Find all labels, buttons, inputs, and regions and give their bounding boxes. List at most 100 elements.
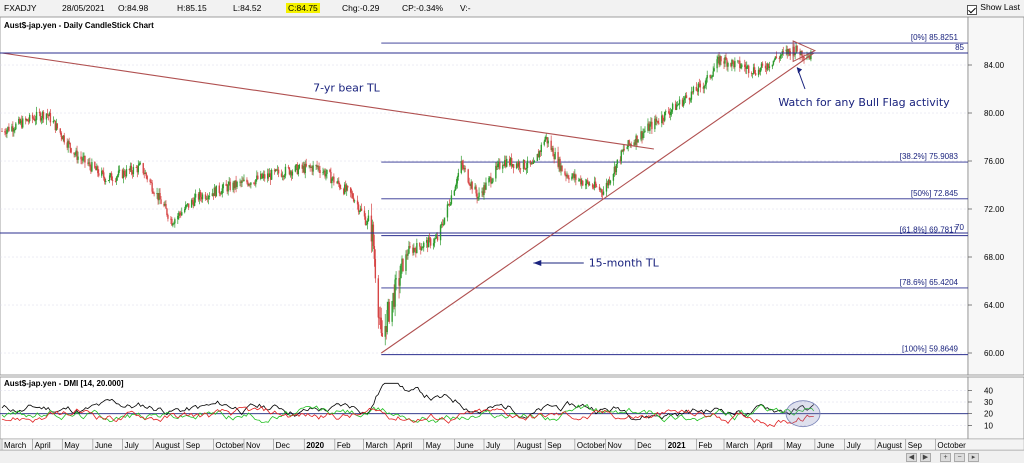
candle-body	[192, 201, 195, 206]
candle-body	[502, 165, 504, 169]
candle-body	[744, 64, 746, 67]
candle-body	[76, 150, 78, 160]
price-gridlines	[0, 64, 968, 354]
candle-body	[167, 215, 169, 219]
price-panel-title: Aust$-jap.yen - Daily CandleStick Chart	[4, 21, 154, 30]
zoom-in-icon[interactable]: +	[940, 453, 951, 462]
candle-body	[312, 165, 314, 172]
candle-body	[227, 184, 229, 192]
candle-body	[748, 65, 750, 74]
candle-body	[636, 135, 638, 143]
candle-body	[565, 174, 567, 177]
candle-body	[27, 121, 30, 122]
candle-body	[150, 181, 152, 183]
candle-body	[524, 168, 527, 170]
candle-body	[682, 100, 685, 106]
x-tick-label: October	[577, 441, 606, 450]
candle-body	[277, 169, 280, 174]
candle-body	[803, 57, 805, 59]
fib-label: [0%] 85.8251	[911, 33, 959, 42]
candle-body	[629, 143, 631, 145]
candle-body	[128, 169, 131, 171]
candle-body	[137, 165, 140, 173]
level-label: 85	[955, 43, 964, 52]
candle-body	[730, 63, 732, 67]
candle-body	[746, 66, 748, 69]
candle-body	[358, 211, 361, 212]
dmi-highlight-circle	[785, 400, 821, 428]
candle-body	[326, 169, 328, 174]
candle-body	[40, 118, 43, 121]
candle-body	[552, 148, 554, 157]
candle-body	[467, 169, 469, 183]
candle-body	[628, 140, 630, 145]
candle-body	[476, 193, 478, 199]
candle-body	[63, 135, 65, 143]
candle-body	[157, 193, 159, 201]
candle-body	[747, 65, 749, 67]
candle-body	[787, 48, 789, 55]
candle-body	[546, 137, 548, 144]
candle-body	[581, 180, 583, 185]
x-tick-label: May	[64, 441, 79, 450]
candle-body	[344, 184, 346, 194]
arrow-left-icon[interactable]: ◀	[906, 453, 917, 462]
candle-body	[115, 177, 118, 182]
candle-body	[558, 158, 560, 167]
candle-body	[287, 166, 290, 168]
quote-header-bar: FXADJY 28/05/2021 O:84.98 H:85.15 L:84.5…	[0, 0, 1024, 17]
candle-body	[712, 71, 714, 77]
x-tick-label: May	[786, 441, 801, 450]
candle-body	[95, 167, 97, 171]
candle-body	[761, 63, 764, 66]
candle-body	[449, 203, 452, 206]
candle-body	[34, 119, 37, 121]
chart-scrollbar[interactable]: ◀ ▶ + − ▸	[0, 450, 1024, 463]
x-tick-label: August	[155, 441, 181, 450]
candle-body	[775, 56, 778, 58]
candle-body	[105, 180, 107, 182]
arrow-head-icon	[797, 67, 803, 74]
candle-body	[588, 184, 591, 186]
candle-body	[263, 174, 265, 177]
candle-body	[595, 186, 598, 188]
candle-body	[616, 159, 619, 165]
candle-body	[283, 175, 286, 178]
scroll-right-icon[interactable]: ▸	[968, 453, 979, 462]
candle-body	[181, 212, 183, 216]
x-axis-months: March April May June July August Sep October Nov…	[1, 439, 966, 450]
candle-body	[25, 119, 28, 121]
arrow-right-icon[interactable]: ▶	[920, 453, 931, 462]
candle-body	[388, 301, 390, 322]
candle-body	[644, 130, 646, 132]
checkbox-icon[interactable]	[967, 5, 978, 15]
low-value: L:84.52	[233, 3, 262, 13]
candle-body	[144, 172, 146, 174]
candle-body	[170, 218, 172, 220]
candle-body	[751, 73, 754, 75]
candle-body	[82, 157, 84, 161]
candle-body	[564, 171, 566, 175]
candle-body	[612, 173, 615, 181]
candle-body	[529, 160, 532, 165]
fibonacci-levels: [0%] 85.8251 [38.2%] 75.9083 [50%] 72.845 […	[381, 33, 968, 356]
candle-body	[246, 179, 248, 183]
candle-body	[499, 162, 501, 169]
candle-body	[304, 163, 306, 173]
candle-body	[149, 179, 151, 182]
fib-label: [50%] 72.845	[911, 189, 959, 198]
show-last-toggle[interactable]: Show Last	[967, 2, 1020, 15]
candle-body	[139, 163, 141, 164]
candle-body	[198, 191, 201, 200]
zoom-out-icon[interactable]: −	[954, 453, 965, 462]
candle-body	[703, 86, 705, 89]
candle-body	[214, 187, 217, 197]
candle-body	[84, 155, 86, 163]
candle-body	[796, 45, 798, 52]
candle-body	[387, 301, 389, 310]
candle-body	[601, 192, 604, 195]
candle-body	[146, 176, 148, 180]
candle-body	[98, 173, 100, 176]
candle-body	[456, 176, 459, 184]
candle-body	[594, 181, 597, 187]
